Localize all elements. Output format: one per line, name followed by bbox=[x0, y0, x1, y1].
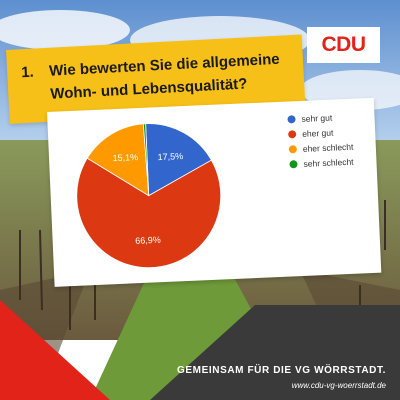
pie-slice-sehr-schlecht bbox=[142, 123, 150, 196]
cdu-logo-text: CDU bbox=[321, 33, 367, 56]
question-text-line2: Wohn- und Lebensqualität? bbox=[49, 75, 248, 103]
question-number: 1. bbox=[20, 63, 35, 82]
data-label-eher-schlecht: 15,1% bbox=[112, 152, 138, 163]
legend-label-eher-gut: eher gut bbox=[301, 127, 334, 139]
footer-url: www.cdu-vg-woerrstadt.de bbox=[291, 381, 386, 390]
data-label-sehr-gut: 17,5% bbox=[157, 151, 183, 162]
legend-swatch-eher-gut bbox=[288, 129, 297, 138]
legend-label-sehr-gut: sehr gut bbox=[301, 112, 333, 124]
pie-slice-eher-gut bbox=[76, 157, 222, 269]
pie-chart: 17,5% 66,9% 15,1% bbox=[76, 123, 222, 269]
legend-label-eher-schlecht: eher schlecht bbox=[302, 141, 354, 154]
pie-slice-sehr-gut bbox=[145, 123, 212, 197]
legend-label-sehr-schlecht: sehr schlecht bbox=[303, 156, 354, 169]
pie-slice-eher-schlecht bbox=[86, 123, 150, 197]
legend-swatch-sehr-gut bbox=[287, 114, 296, 124]
data-label-eher-gut: 66,9% bbox=[135, 235, 161, 246]
chart-card: 17,5% 66,9% 15,1% sehr gut eher gut eher sch… bbox=[47, 97, 382, 287]
legend-item-sehr-schlecht: sehr schlecht bbox=[289, 154, 354, 172]
legend-swatch-eher-schlecht bbox=[288, 144, 298, 153]
cdu-logo: CDU bbox=[307, 27, 380, 63]
chart-legend: sehr gut eher gut eher schlecht sehr schlec… bbox=[287, 109, 354, 172]
legend-swatch-sehr-schlecht bbox=[289, 159, 298, 168]
footer-slogan: GEMEINSAM FÜR DIE VG WÖRRSTADT. bbox=[177, 365, 386, 376]
